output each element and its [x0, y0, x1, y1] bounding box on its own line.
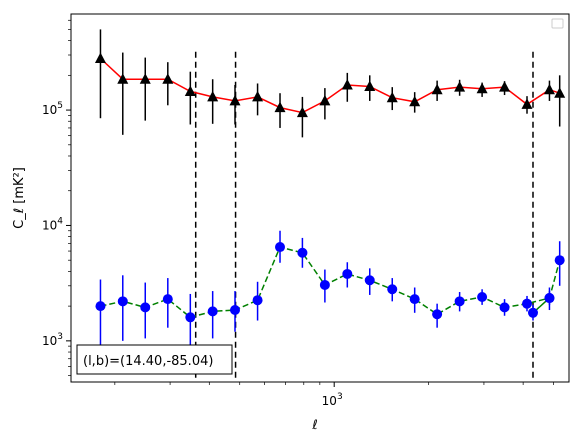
circle-marker [544, 293, 555, 304]
triangle-marker [543, 83, 555, 95]
circle-marker [185, 312, 196, 323]
y-tick-label: 103 [42, 332, 63, 348]
triangle-marker [409, 95, 421, 107]
triangle-marker [499, 81, 511, 92]
triangle-marker [521, 98, 533, 109]
circle-marker [95, 301, 106, 312]
triangle-marker [554, 87, 566, 98]
circle-marker [207, 306, 218, 317]
series-line [100, 246, 561, 319]
circle-marker [252, 295, 263, 306]
triangle-marker [229, 94, 241, 106]
circle-marker [162, 294, 173, 305]
circle-marker [432, 309, 443, 320]
triangle-marker [296, 106, 308, 118]
circle-marker [522, 298, 533, 309]
x-axis-label: ℓ [311, 418, 317, 433]
circle-marker [499, 302, 510, 313]
triangle-marker [94, 52, 106, 63]
y-axis-label: C_ℓ [mK²] [12, 167, 27, 229]
circle-marker [140, 302, 151, 313]
circle-marker [527, 307, 538, 318]
triangle-marker [162, 73, 174, 84]
circle-marker [454, 296, 465, 307]
circle-marker [554, 255, 565, 266]
circle-marker [117, 296, 128, 307]
triangle-marker [386, 91, 398, 103]
triangle-marker [431, 83, 443, 95]
circle-marker [342, 268, 353, 279]
circle-marker [409, 294, 420, 305]
circle-marker [297, 247, 308, 258]
legend-box [551, 18, 564, 29]
triangle-marker [341, 78, 353, 90]
x-tick-label: 103 [322, 392, 343, 408]
annotation-box [76, 344, 233, 375]
circle-marker [477, 291, 488, 302]
axis-labels: 103 104 105 103 ℓ C_ℓ [mK²] (l,b)=(14.40,-85.0… [12, 101, 343, 433]
y-tick-label: 104 [42, 216, 63, 232]
triangle-marker [319, 94, 331, 106]
triangle-marker [274, 101, 286, 113]
triangle-marker [454, 81, 466, 92]
triangle-marker [252, 90, 264, 102]
series-line [99, 57, 560, 114]
triangle-marker [184, 85, 196, 96]
y-tick-label: 105 [42, 101, 63, 117]
circle-marker [230, 305, 241, 316]
chart-marks [94, 18, 566, 382]
circle-marker [387, 284, 398, 295]
triangle-marker [476, 82, 488, 94]
circle-marker [275, 242, 286, 253]
triangle-marker [139, 73, 151, 84]
triangle-marker [117, 73, 129, 84]
circle-marker [319, 279, 330, 290]
axis-ticks [66, 19, 554, 387]
triangle-marker [207, 90, 219, 102]
annotation-text: (l,b)=(14.40,-85.04) [83, 354, 213, 369]
triangle-marker [364, 80, 376, 92]
circle-marker [364, 275, 375, 286]
